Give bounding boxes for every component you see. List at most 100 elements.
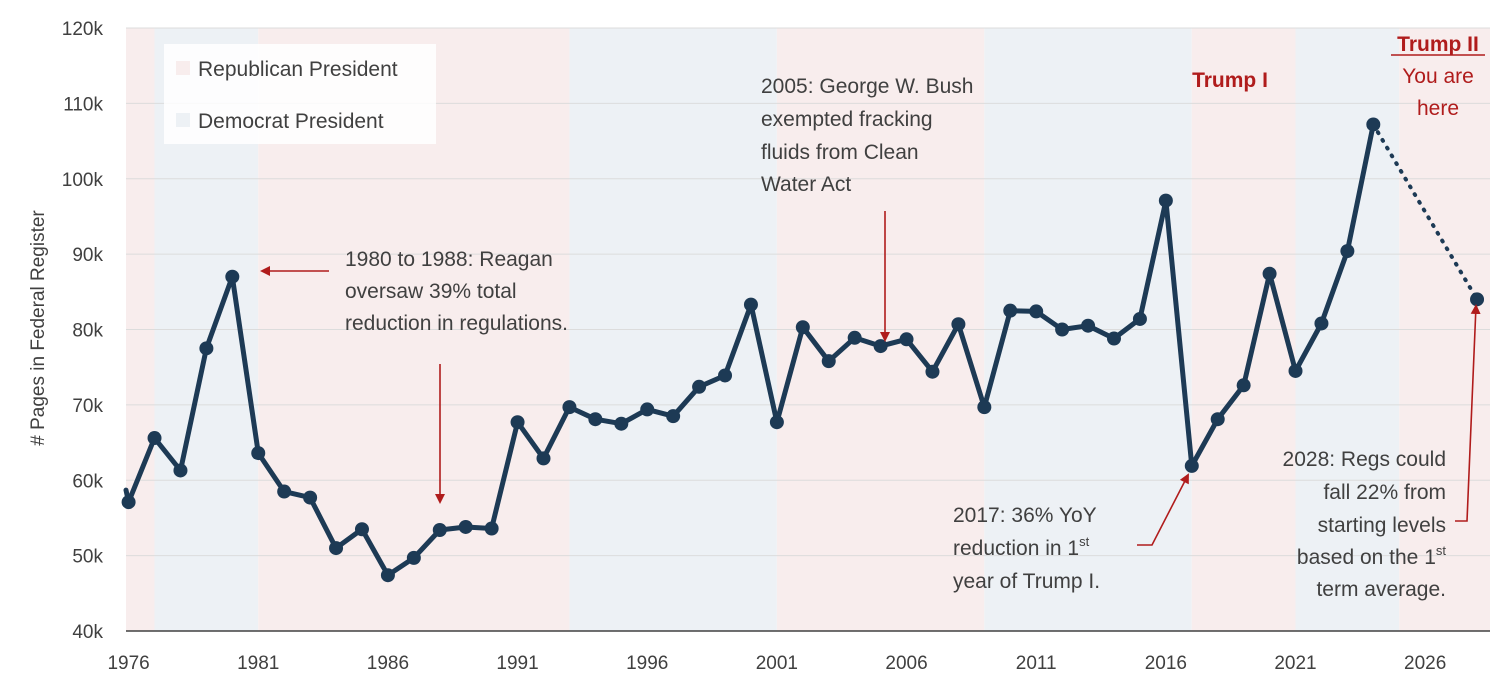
annotation-2028-line-4-sup: st	[1436, 543, 1447, 558]
data-point-2020	[1262, 266, 1277, 281]
data-point-2003	[821, 354, 836, 369]
y-tick-70k: 70k	[72, 396, 103, 417]
annotation-2028: 2028: Regs could fall 22% from starting …	[1283, 304, 1481, 601]
legend-box	[164, 44, 436, 144]
data-point-2021	[1288, 363, 1303, 378]
x-tick-1981: 1981	[237, 653, 279, 674]
data-point-2012	[1055, 322, 1070, 337]
data-point-2007	[925, 364, 940, 379]
data-point-1991	[510, 415, 525, 430]
arrow-2028	[1455, 304, 1481, 522]
data-point-1980	[225, 269, 240, 284]
data-point-2015	[1132, 311, 1147, 326]
y-tick-110k: 110k	[63, 94, 103, 115]
data-point-1983	[303, 490, 318, 505]
data-point-1985	[354, 522, 369, 537]
annotation-2017-line-1: 2017: 36% YoY	[953, 504, 1097, 527]
data-point-1984	[329, 541, 344, 556]
legend-label-republican: Republican President	[198, 58, 398, 81]
data-point-2002	[795, 320, 810, 335]
annotation-2028-line-3: starting levels	[1318, 514, 1446, 537]
annotation-2017-line-2: reduction in 1st	[953, 534, 1090, 560]
data-point-2001	[769, 415, 784, 430]
annotation-bush-line-1: 2005: George W. Bush	[761, 75, 973, 98]
data-point-1982	[277, 484, 292, 499]
data-point-1990	[484, 521, 499, 536]
y-tick-50k: 50k	[72, 547, 103, 568]
annotation-2017: 2017: 36% YoY reduction in 1st year of T…	[953, 473, 1189, 593]
annotation-bush-line-2: exempted fracking	[761, 108, 933, 131]
data-point-1978	[173, 463, 188, 478]
data-point-2000	[743, 297, 758, 312]
data-point-1979	[199, 341, 214, 356]
annotation-reagan: 1980 to 1988: Reagan oversaw 39% total r…	[260, 248, 568, 504]
series-layer	[121, 117, 1485, 583]
legend-label-democrat: Democrat President	[198, 110, 384, 133]
data-point-1996	[640, 402, 655, 417]
x-tick-2006: 2006	[885, 653, 927, 674]
y-axis-ticks: 40k 50k 60k 70k 80k 90k 100k 110k 120k	[62, 19, 104, 643]
data-point-2028-projection	[1470, 292, 1485, 307]
data-point-1994	[588, 412, 603, 427]
annotation-2017-line-2-text: reduction in 1	[953, 537, 1079, 560]
annotation-trump1: Trump I	[1192, 69, 1268, 92]
data-point-2010	[1003, 303, 1018, 318]
annotation-trump2-line-1: You are	[1402, 65, 1474, 88]
data-point-1986	[380, 568, 395, 583]
arrow-2017	[1137, 473, 1189, 546]
data-point-2008	[951, 317, 966, 332]
data-point-2024	[1366, 117, 1381, 132]
annotation-bush-line-4: Water Act	[761, 173, 851, 196]
x-tick-1986: 1986	[367, 653, 409, 674]
annotation-2017-line-2-sup: st	[1079, 534, 1090, 549]
annotation-2028-line-4: based on the 1st	[1297, 543, 1446, 569]
data-point-2005	[873, 339, 888, 354]
annotation-2028-line-4-text: based on the 1	[1297, 546, 1436, 569]
data-point-2017	[1184, 458, 1199, 473]
annotation-2028-line-1: 2028: Regs could	[1283, 448, 1446, 471]
x-axis-ticks: 1976 1981 1986 1991 1996 2001 2006 2011 2016 2021…	[107, 653, 1446, 674]
data-point-1977	[147, 431, 162, 446]
data-point-2019	[1236, 378, 1251, 393]
annotation-2028-line-5: term average.	[1316, 578, 1446, 601]
annotation-trump2-title: Trump II	[1397, 33, 1479, 56]
y-tick-100k: 100k	[62, 170, 104, 191]
data-point-1998	[692, 379, 707, 394]
data-point-1981	[251, 446, 266, 461]
y-tick-90k: 90k	[72, 245, 103, 266]
data-point-2023	[1340, 244, 1355, 259]
data-point-1999	[718, 368, 733, 383]
x-tick-1976: 1976	[107, 653, 149, 674]
data-point-2013	[1081, 318, 1096, 333]
data-point-1992	[536, 451, 551, 466]
data-point-1997	[666, 409, 681, 424]
annotation-reagan-line-1: 1980 to 1988: Reagan	[345, 248, 553, 271]
annotation-bush-line-3: fluids from Clean	[761, 141, 919, 164]
x-tick-1991: 1991	[496, 653, 538, 674]
x-tick-2021: 2021	[1274, 653, 1316, 674]
y-tick-120k: 120k	[62, 19, 104, 40]
data-point-2014	[1106, 331, 1121, 346]
legend-swatch-republican	[176, 61, 190, 75]
y-tick-80k: 80k	[72, 321, 103, 342]
y-tick-60k: 60k	[72, 471, 103, 492]
data-point-1993	[562, 400, 577, 415]
data-point-1987	[406, 550, 421, 565]
data-point-2009	[977, 400, 992, 415]
data-point-2004	[847, 330, 862, 345]
data-point-2016	[1158, 193, 1173, 208]
annotation-2028-line-2: fall 22% from	[1323, 481, 1446, 504]
data-point-2011	[1029, 304, 1044, 319]
x-tick-2026: 2026	[1404, 653, 1446, 674]
annotation-reagan-line-2: oversaw 39% total	[345, 280, 517, 303]
x-tick-2001: 2001	[756, 653, 798, 674]
data-point-1988	[432, 522, 447, 537]
data-point-1995	[614, 416, 629, 431]
x-tick-2016: 2016	[1145, 653, 1187, 674]
data-point-1976	[121, 495, 136, 510]
legend: Republican President Democrat President	[164, 44, 436, 144]
x-tick-2011: 2011	[1016, 653, 1057, 674]
data-point-1989	[458, 519, 473, 534]
annotation-trump2-line-2: here	[1417, 97, 1459, 120]
